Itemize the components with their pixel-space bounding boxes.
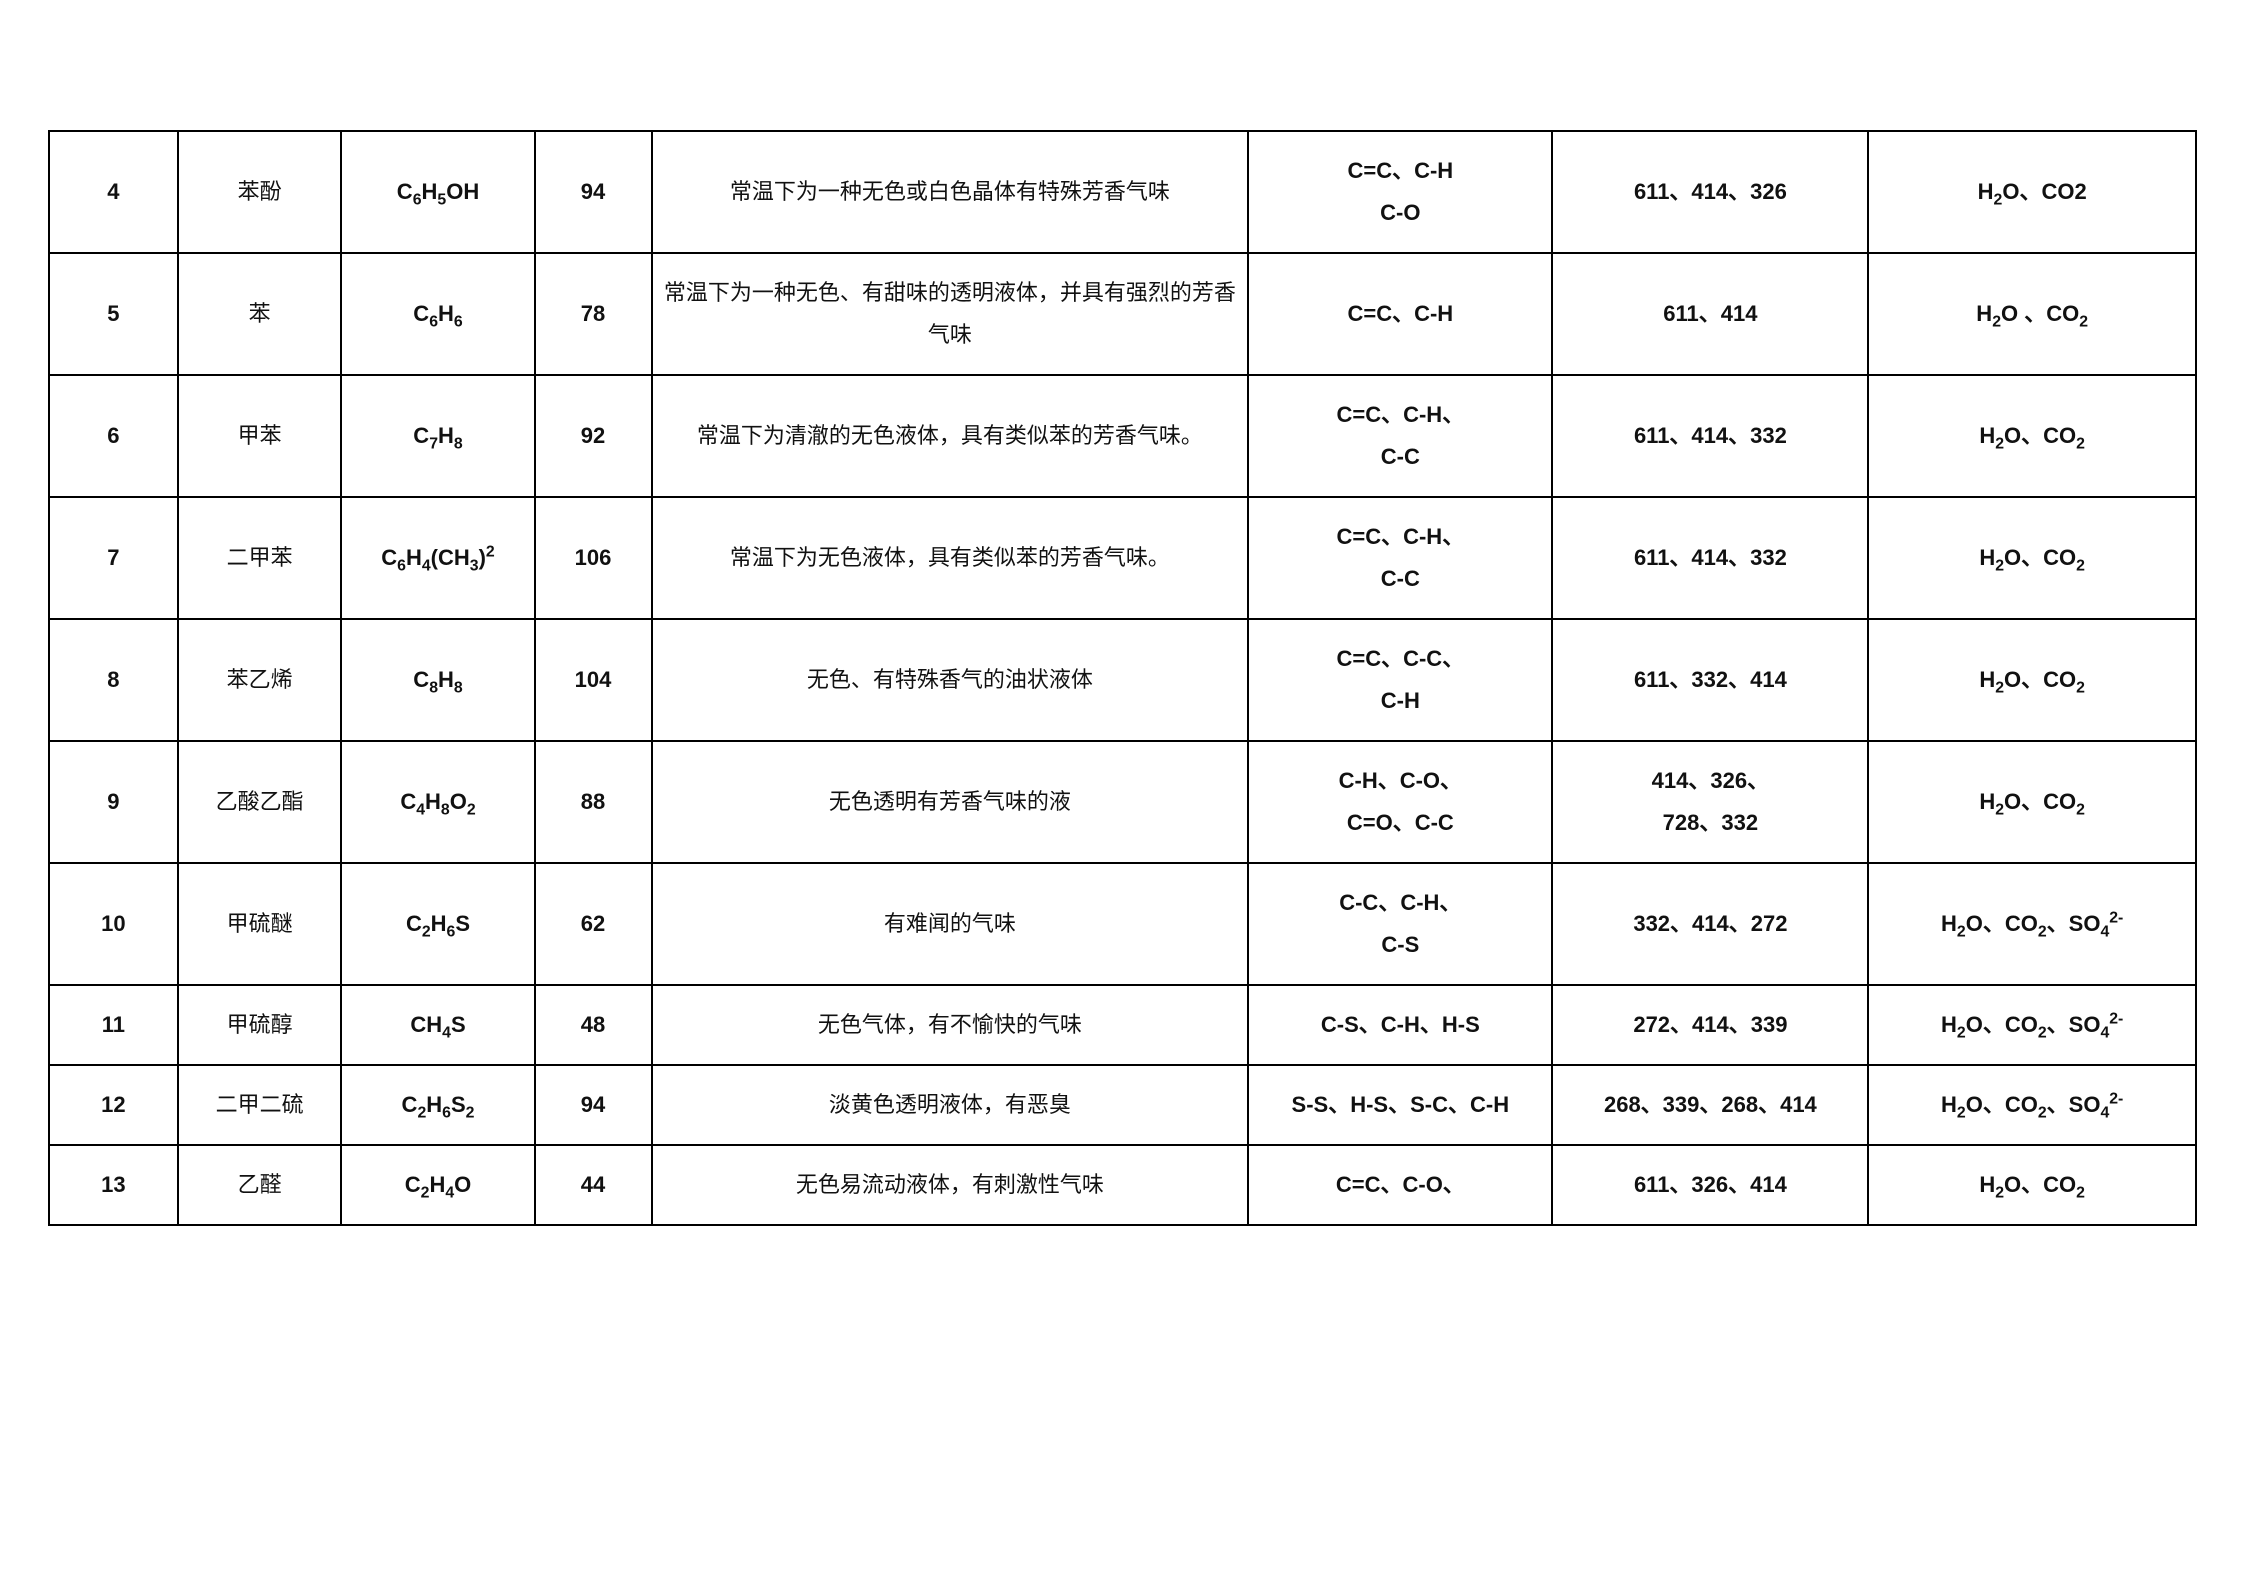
description: 无色气体，有不愉快的气味 [652, 985, 1249, 1065]
table-row: 4苯酚C6H5OH94常温下为一种无色或白色晶体有特殊芳香气味C=C、C-HC-… [49, 131, 2196, 253]
formula: C6H5OH [341, 131, 534, 253]
bond-energies: 272、414、339 [1552, 985, 1868, 1065]
description: 无色透明有芳香气味的液 [652, 741, 1249, 863]
products: H2O、CO2 [1868, 1145, 2196, 1225]
formula: C4H8O2 [341, 741, 534, 863]
description: 淡黄色透明液体，有恶臭 [652, 1065, 1249, 1145]
compound-name: 乙醛 [178, 1145, 342, 1225]
table-row: 6甲苯C7H892常温下为清澈的无色液体，具有类似苯的芳香气味。C=C、C-H、… [49, 375, 2196, 497]
bond-energies: 611、414 [1552, 253, 1868, 375]
bonds: S-S、H-S、S-C、C-H [1248, 1065, 1552, 1145]
description: 无色易流动液体，有刺激性气味 [652, 1145, 1249, 1225]
formula: CH4S [341, 985, 534, 1065]
description: 常温下为清澈的无色液体，具有类似苯的芳香气味。 [652, 375, 1249, 497]
description: 常温下为一种无色或白色晶体有特殊芳香气味 [652, 131, 1249, 253]
bonds: C-H、C-O、C=O、C-C [1248, 741, 1552, 863]
bonds: C=C、C-H、C-C [1248, 497, 1552, 619]
molecular-weight: 104 [535, 619, 652, 741]
products: H2O、CO2 [1868, 131, 2196, 253]
table-row: 13乙醛C2H4O44无色易流动液体，有刺激性气味C=C、C-O、611、326… [49, 1145, 2196, 1225]
description: 常温下为一种无色、有甜味的透明液体，并具有强烈的芳香气味 [652, 253, 1249, 375]
bond-energies: 611、326、414 [1552, 1145, 1868, 1225]
formula: C2H6S2 [341, 1065, 534, 1145]
bonds: C=C、C-H、C-C [1248, 375, 1552, 497]
row-number: 5 [49, 253, 178, 375]
bonds: C=C、C-HC-O [1248, 131, 1552, 253]
row-number: 12 [49, 1065, 178, 1145]
compound-name: 苯酚 [178, 131, 342, 253]
bonds: C=C、C-O、 [1248, 1145, 1552, 1225]
compound-name: 甲苯 [178, 375, 342, 497]
table-row: 10甲硫醚C2H6S62有难闻的气味C-C、C-H、C-S332、414、272… [49, 863, 2196, 985]
products: H2O、CO2、SO42- [1868, 1065, 2196, 1145]
table-row: 12二甲二硫C2H6S294淡黄色透明液体，有恶臭S-S、H-S、S-C、C-H… [49, 1065, 2196, 1145]
compound-name: 甲硫醇 [178, 985, 342, 1065]
row-number: 4 [49, 131, 178, 253]
compounds-table: 4苯酚C6H5OH94常温下为一种无色或白色晶体有特殊芳香气味C=C、C-HC-… [48, 130, 2197, 1226]
bond-energies: 611、414、326 [1552, 131, 1868, 253]
bonds: C-S、C-H、H-S [1248, 985, 1552, 1065]
products: H2O、CO2、SO42- [1868, 985, 2196, 1065]
bonds: C-C、C-H、C-S [1248, 863, 1552, 985]
row-number: 11 [49, 985, 178, 1065]
page: 4苯酚C6H5OH94常温下为一种无色或白色晶体有特殊芳香气味C=C、C-HC-… [0, 0, 2245, 1226]
table-row: 5苯C6H678常温下为一种无色、有甜味的透明液体，并具有强烈的芳香气味C=C、… [49, 253, 2196, 375]
products: H2O、CO2、SO42- [1868, 863, 2196, 985]
bonds: C=C、C-C、C-H [1248, 619, 1552, 741]
bond-energies: 332、414、272 [1552, 863, 1868, 985]
bond-energies: 611、414、332 [1552, 375, 1868, 497]
row-number: 6 [49, 375, 178, 497]
compound-name: 苯 [178, 253, 342, 375]
compound-name: 甲硫醚 [178, 863, 342, 985]
molecular-weight: 94 [535, 1065, 652, 1145]
compound-name: 二甲二硫 [178, 1065, 342, 1145]
table-row: 7二甲苯C6H4(CH3)2106常温下为无色液体，具有类似苯的芳香气味。C=C… [49, 497, 2196, 619]
row-number: 7 [49, 497, 178, 619]
formula: C6H6 [341, 253, 534, 375]
compound-name: 苯乙烯 [178, 619, 342, 741]
molecular-weight: 88 [535, 741, 652, 863]
formula: C8H8 [341, 619, 534, 741]
formula: C6H4(CH3)2 [341, 497, 534, 619]
bonds: C=C、C-H [1248, 253, 1552, 375]
description: 无色、有特殊香气的油状液体 [652, 619, 1249, 741]
table-row: 9乙酸乙酯C4H8O288无色透明有芳香气味的液C-H、C-O、C=O、C-C4… [49, 741, 2196, 863]
bond-energies: 414、326、728、332 [1552, 741, 1868, 863]
row-number: 13 [49, 1145, 178, 1225]
compound-name: 二甲苯 [178, 497, 342, 619]
molecular-weight: 78 [535, 253, 652, 375]
table-row: 8苯乙烯C8H8104无色、有特殊香气的油状液体C=C、C-C、C-H611、3… [49, 619, 2196, 741]
row-number: 10 [49, 863, 178, 985]
products: H2O、CO2 [1868, 619, 2196, 741]
molecular-weight: 106 [535, 497, 652, 619]
molecular-weight: 44 [535, 1145, 652, 1225]
description: 常温下为无色液体，具有类似苯的芳香气味。 [652, 497, 1249, 619]
molecular-weight: 92 [535, 375, 652, 497]
molecular-weight: 94 [535, 131, 652, 253]
bond-energies: 268、339、268、414 [1552, 1065, 1868, 1145]
bond-energies: 611、414、332 [1552, 497, 1868, 619]
formula: C2H6S [341, 863, 534, 985]
bond-energies: 611、332、414 [1552, 619, 1868, 741]
table-row: 11甲硫醇CH4S48无色气体，有不愉快的气味C-S、C-H、H-S272、41… [49, 985, 2196, 1065]
description: 有难闻的气味 [652, 863, 1249, 985]
row-number: 8 [49, 619, 178, 741]
row-number: 9 [49, 741, 178, 863]
formula: C7H8 [341, 375, 534, 497]
compound-name: 乙酸乙酯 [178, 741, 342, 863]
products: H2O、CO2 [1868, 741, 2196, 863]
products: H2O、CO2 [1868, 497, 2196, 619]
products: H2O、CO2 [1868, 375, 2196, 497]
formula: C2H4O [341, 1145, 534, 1225]
molecular-weight: 48 [535, 985, 652, 1065]
products: H2O 、CO2 [1868, 253, 2196, 375]
molecular-weight: 62 [535, 863, 652, 985]
